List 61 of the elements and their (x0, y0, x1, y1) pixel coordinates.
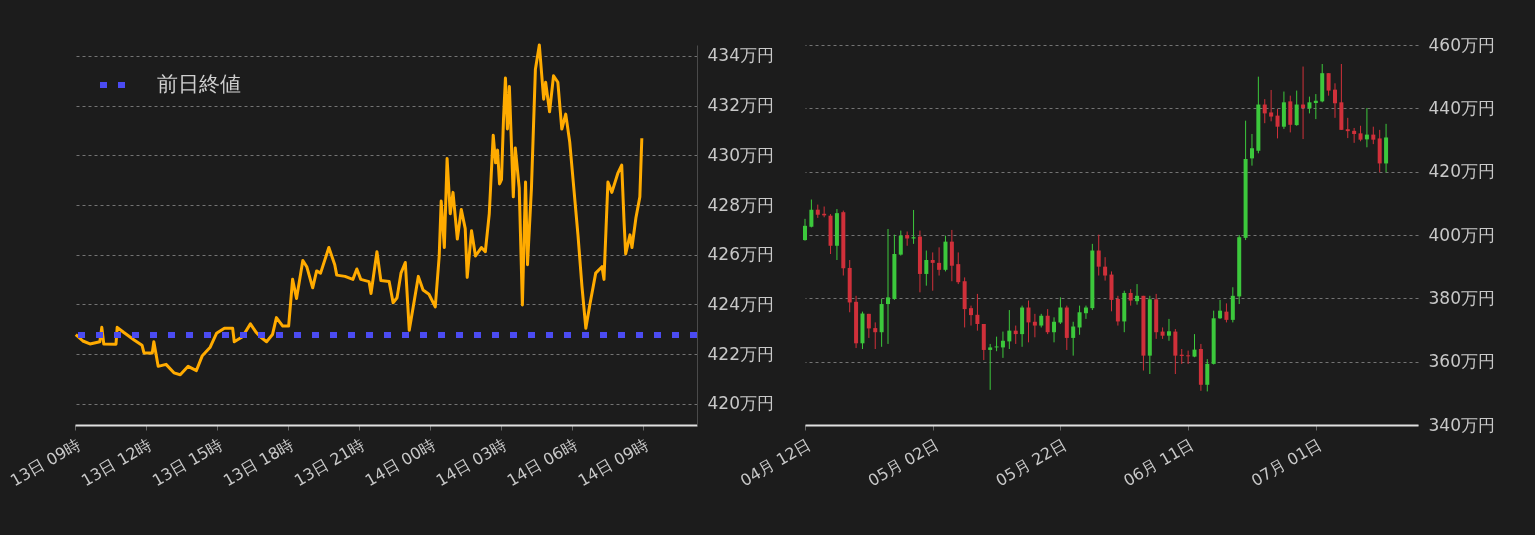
y-tick-label: 340万円 (1428, 414, 1495, 435)
y-tick-label: 424万円 (707, 293, 774, 314)
y-tick-label: 380万円 (1428, 287, 1495, 308)
candlestick (1326, 72, 1331, 97)
candlestick (1096, 234, 1101, 277)
candlestick (1294, 90, 1299, 127)
y-tick-label: 440万円 (1428, 97, 1495, 118)
candlestick (1288, 95, 1293, 133)
candlestick (1032, 313, 1037, 338)
candlestick (937, 246, 942, 277)
y-tick-label: 360万円 (1428, 351, 1495, 372)
candlestick (969, 305, 974, 327)
y-tick-label: 422万円 (707, 343, 774, 364)
candlestick (1077, 305, 1082, 336)
candlestick (975, 293, 980, 332)
candlestick (1026, 300, 1031, 343)
candlestick (1045, 308, 1050, 335)
candlestick (809, 199, 814, 228)
candlestick (1058, 296, 1063, 325)
candlestick (1345, 117, 1350, 139)
x-tick-label: 07月 01日 (1247, 434, 1325, 491)
candlestick (988, 343, 993, 391)
candlestick (924, 250, 929, 287)
candlestick (1224, 302, 1229, 323)
y-tick-label: 432万円 (707, 95, 774, 116)
y-tick-label: 420万円 (707, 393, 774, 414)
candlestick (956, 251, 961, 285)
x-tick-label: 06月 11日 (1120, 434, 1198, 491)
candlestick (1052, 316, 1057, 343)
legend-label: 前日終値 (157, 72, 241, 96)
candlestick (1103, 256, 1108, 282)
candlestick (898, 230, 903, 257)
y-tick-label: 460万円 (1428, 34, 1495, 55)
y-tick-label: 420万円 (1428, 161, 1495, 182)
x-tick-label: 05月 02日 (864, 434, 942, 491)
candlestick (1071, 321, 1076, 357)
y-tick-label: 400万円 (1428, 224, 1495, 245)
y-tick-label: 428万円 (707, 194, 774, 215)
candlestick (873, 321, 878, 350)
y-tick-label: 430万円 (707, 144, 774, 165)
candlestick (803, 218, 807, 242)
x-tick-label: 05月 22日 (992, 434, 1070, 491)
candlestick (1262, 98, 1267, 124)
y-tick-label: 426万円 (707, 244, 774, 265)
candlestick (1218, 299, 1223, 320)
candlestick (1115, 295, 1120, 327)
candlestick (1205, 358, 1210, 392)
candlestick (1186, 350, 1191, 365)
candlestick (1275, 108, 1280, 139)
y-tick-label: 434万円 (707, 45, 774, 66)
candlestick (1332, 82, 1337, 119)
candlestick (1249, 133, 1254, 167)
candlestick (1135, 283, 1140, 306)
candlestick (866, 313, 871, 339)
candlestick (1352, 127, 1357, 144)
candlestick (886, 228, 891, 345)
candlestick (1166, 318, 1171, 342)
candlestick (1269, 89, 1274, 122)
x-tick-label: 04月 12日 (737, 434, 814, 491)
candlestick (1007, 309, 1012, 350)
candlestick (930, 251, 935, 292)
